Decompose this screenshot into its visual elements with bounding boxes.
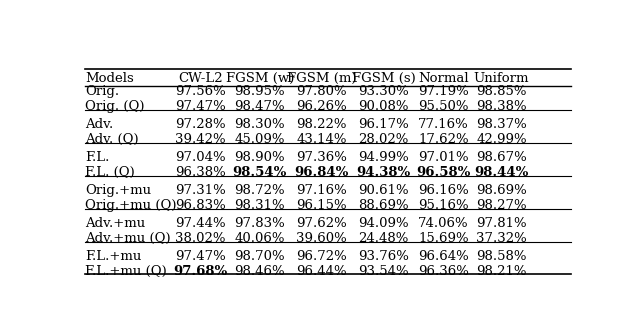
Text: 96.44%: 96.44% <box>296 266 347 278</box>
Text: Models: Models <box>85 72 134 85</box>
Text: 96.58%: 96.58% <box>416 166 470 179</box>
Text: 94.99%: 94.99% <box>358 151 409 164</box>
Text: 39.60%: 39.60% <box>296 232 347 245</box>
Text: F.L.+mu (Q): F.L.+mu (Q) <box>85 266 166 278</box>
Text: 98.46%: 98.46% <box>234 266 285 278</box>
Text: 97.04%: 97.04% <box>175 151 225 164</box>
Text: Orig.+mu (Q): Orig.+mu (Q) <box>85 199 177 212</box>
Text: 94.38%: 94.38% <box>356 166 411 179</box>
Text: 95.50%: 95.50% <box>418 100 468 113</box>
Text: 98.67%: 98.67% <box>476 151 527 164</box>
Text: 43.14%: 43.14% <box>296 133 347 146</box>
Text: 77.16%: 77.16% <box>418 118 468 131</box>
Text: 40.06%: 40.06% <box>234 232 285 245</box>
Text: 96.84%: 96.84% <box>294 166 349 179</box>
Text: F.L.+mu: F.L.+mu <box>85 250 141 264</box>
Text: 42.99%: 42.99% <box>476 133 527 146</box>
Text: 97.83%: 97.83% <box>234 217 285 230</box>
Text: 37.32%: 37.32% <box>476 232 527 245</box>
Text: 93.30%: 93.30% <box>358 85 409 98</box>
Text: F.L. (Q): F.L. (Q) <box>85 166 134 179</box>
Text: 93.54%: 93.54% <box>358 266 409 278</box>
Text: 74.06%: 74.06% <box>418 217 468 230</box>
Text: 96.15%: 96.15% <box>296 199 347 212</box>
Text: Orig.: Orig. <box>85 85 119 98</box>
Text: 98.31%: 98.31% <box>234 199 285 212</box>
Text: FGSM (s): FGSM (s) <box>352 72 415 85</box>
Text: 17.62%: 17.62% <box>418 133 468 146</box>
Text: CW-L2: CW-L2 <box>178 72 223 85</box>
Text: 98.44%: 98.44% <box>474 166 529 179</box>
Text: 96.36%: 96.36% <box>418 266 468 278</box>
Text: 97.80%: 97.80% <box>296 85 347 98</box>
Text: 97.56%: 97.56% <box>175 85 226 98</box>
Text: 96.83%: 96.83% <box>175 199 226 212</box>
Text: 98.70%: 98.70% <box>234 250 285 264</box>
Text: 96.72%: 96.72% <box>296 250 347 264</box>
Text: 97.68%: 97.68% <box>173 266 227 278</box>
Text: 98.69%: 98.69% <box>476 184 527 197</box>
Text: 94.09%: 94.09% <box>358 217 409 230</box>
Text: 96.64%: 96.64% <box>418 250 468 264</box>
Text: 97.28%: 97.28% <box>175 118 225 131</box>
Text: 98.72%: 98.72% <box>234 184 285 197</box>
Text: Adv.+mu (Q): Adv.+mu (Q) <box>85 232 171 245</box>
Text: 97.62%: 97.62% <box>296 217 347 230</box>
Text: 98.47%: 98.47% <box>234 100 285 113</box>
Text: Adv. (Q): Adv. (Q) <box>85 133 139 146</box>
Text: 98.95%: 98.95% <box>234 85 285 98</box>
Text: 98.21%: 98.21% <box>476 266 527 278</box>
Text: 97.81%: 97.81% <box>476 217 527 230</box>
Text: 96.16%: 96.16% <box>418 184 468 197</box>
Text: 90.61%: 90.61% <box>358 184 409 197</box>
Text: 97.47%: 97.47% <box>175 100 226 113</box>
Text: 45.09%: 45.09% <box>234 133 285 146</box>
Text: 98.22%: 98.22% <box>296 118 347 131</box>
Text: 15.69%: 15.69% <box>418 232 468 245</box>
Text: 97.44%: 97.44% <box>175 217 225 230</box>
Text: 97.01%: 97.01% <box>418 151 468 164</box>
Text: 38.02%: 38.02% <box>175 232 225 245</box>
Text: 97.47%: 97.47% <box>175 250 226 264</box>
Text: 98.37%: 98.37% <box>476 118 527 131</box>
Text: Orig.+mu: Orig.+mu <box>85 184 151 197</box>
Text: 98.85%: 98.85% <box>476 85 527 98</box>
Text: Normal: Normal <box>418 72 468 85</box>
Text: F.L.: F.L. <box>85 151 109 164</box>
Text: 98.54%: 98.54% <box>232 166 287 179</box>
Text: 97.16%: 97.16% <box>296 184 347 197</box>
Text: 96.17%: 96.17% <box>358 118 409 131</box>
Text: 98.30%: 98.30% <box>234 118 285 131</box>
Text: 97.31%: 97.31% <box>175 184 226 197</box>
Text: FGSM (m): FGSM (m) <box>287 72 356 85</box>
Text: Adv.+mu: Adv.+mu <box>85 217 145 230</box>
Text: 98.58%: 98.58% <box>476 250 527 264</box>
Text: Uniform: Uniform <box>474 72 529 85</box>
Text: 28.02%: 28.02% <box>358 133 409 146</box>
Text: 96.38%: 96.38% <box>175 166 226 179</box>
Text: Adv.: Adv. <box>85 118 113 131</box>
Text: 97.36%: 97.36% <box>296 151 348 164</box>
Text: 93.76%: 93.76% <box>358 250 409 264</box>
Text: Orig. (Q): Orig. (Q) <box>85 100 145 113</box>
Text: 24.48%: 24.48% <box>358 232 409 245</box>
Text: 98.38%: 98.38% <box>476 100 527 113</box>
Text: 95.16%: 95.16% <box>418 199 468 212</box>
Text: 39.42%: 39.42% <box>175 133 225 146</box>
Text: 98.27%: 98.27% <box>476 199 527 212</box>
Text: 97.19%: 97.19% <box>418 85 468 98</box>
Text: 96.26%: 96.26% <box>296 100 347 113</box>
Text: 88.69%: 88.69% <box>358 199 409 212</box>
Text: 98.90%: 98.90% <box>234 151 285 164</box>
Text: FGSM (w): FGSM (w) <box>226 72 294 85</box>
Text: 90.08%: 90.08% <box>358 100 409 113</box>
